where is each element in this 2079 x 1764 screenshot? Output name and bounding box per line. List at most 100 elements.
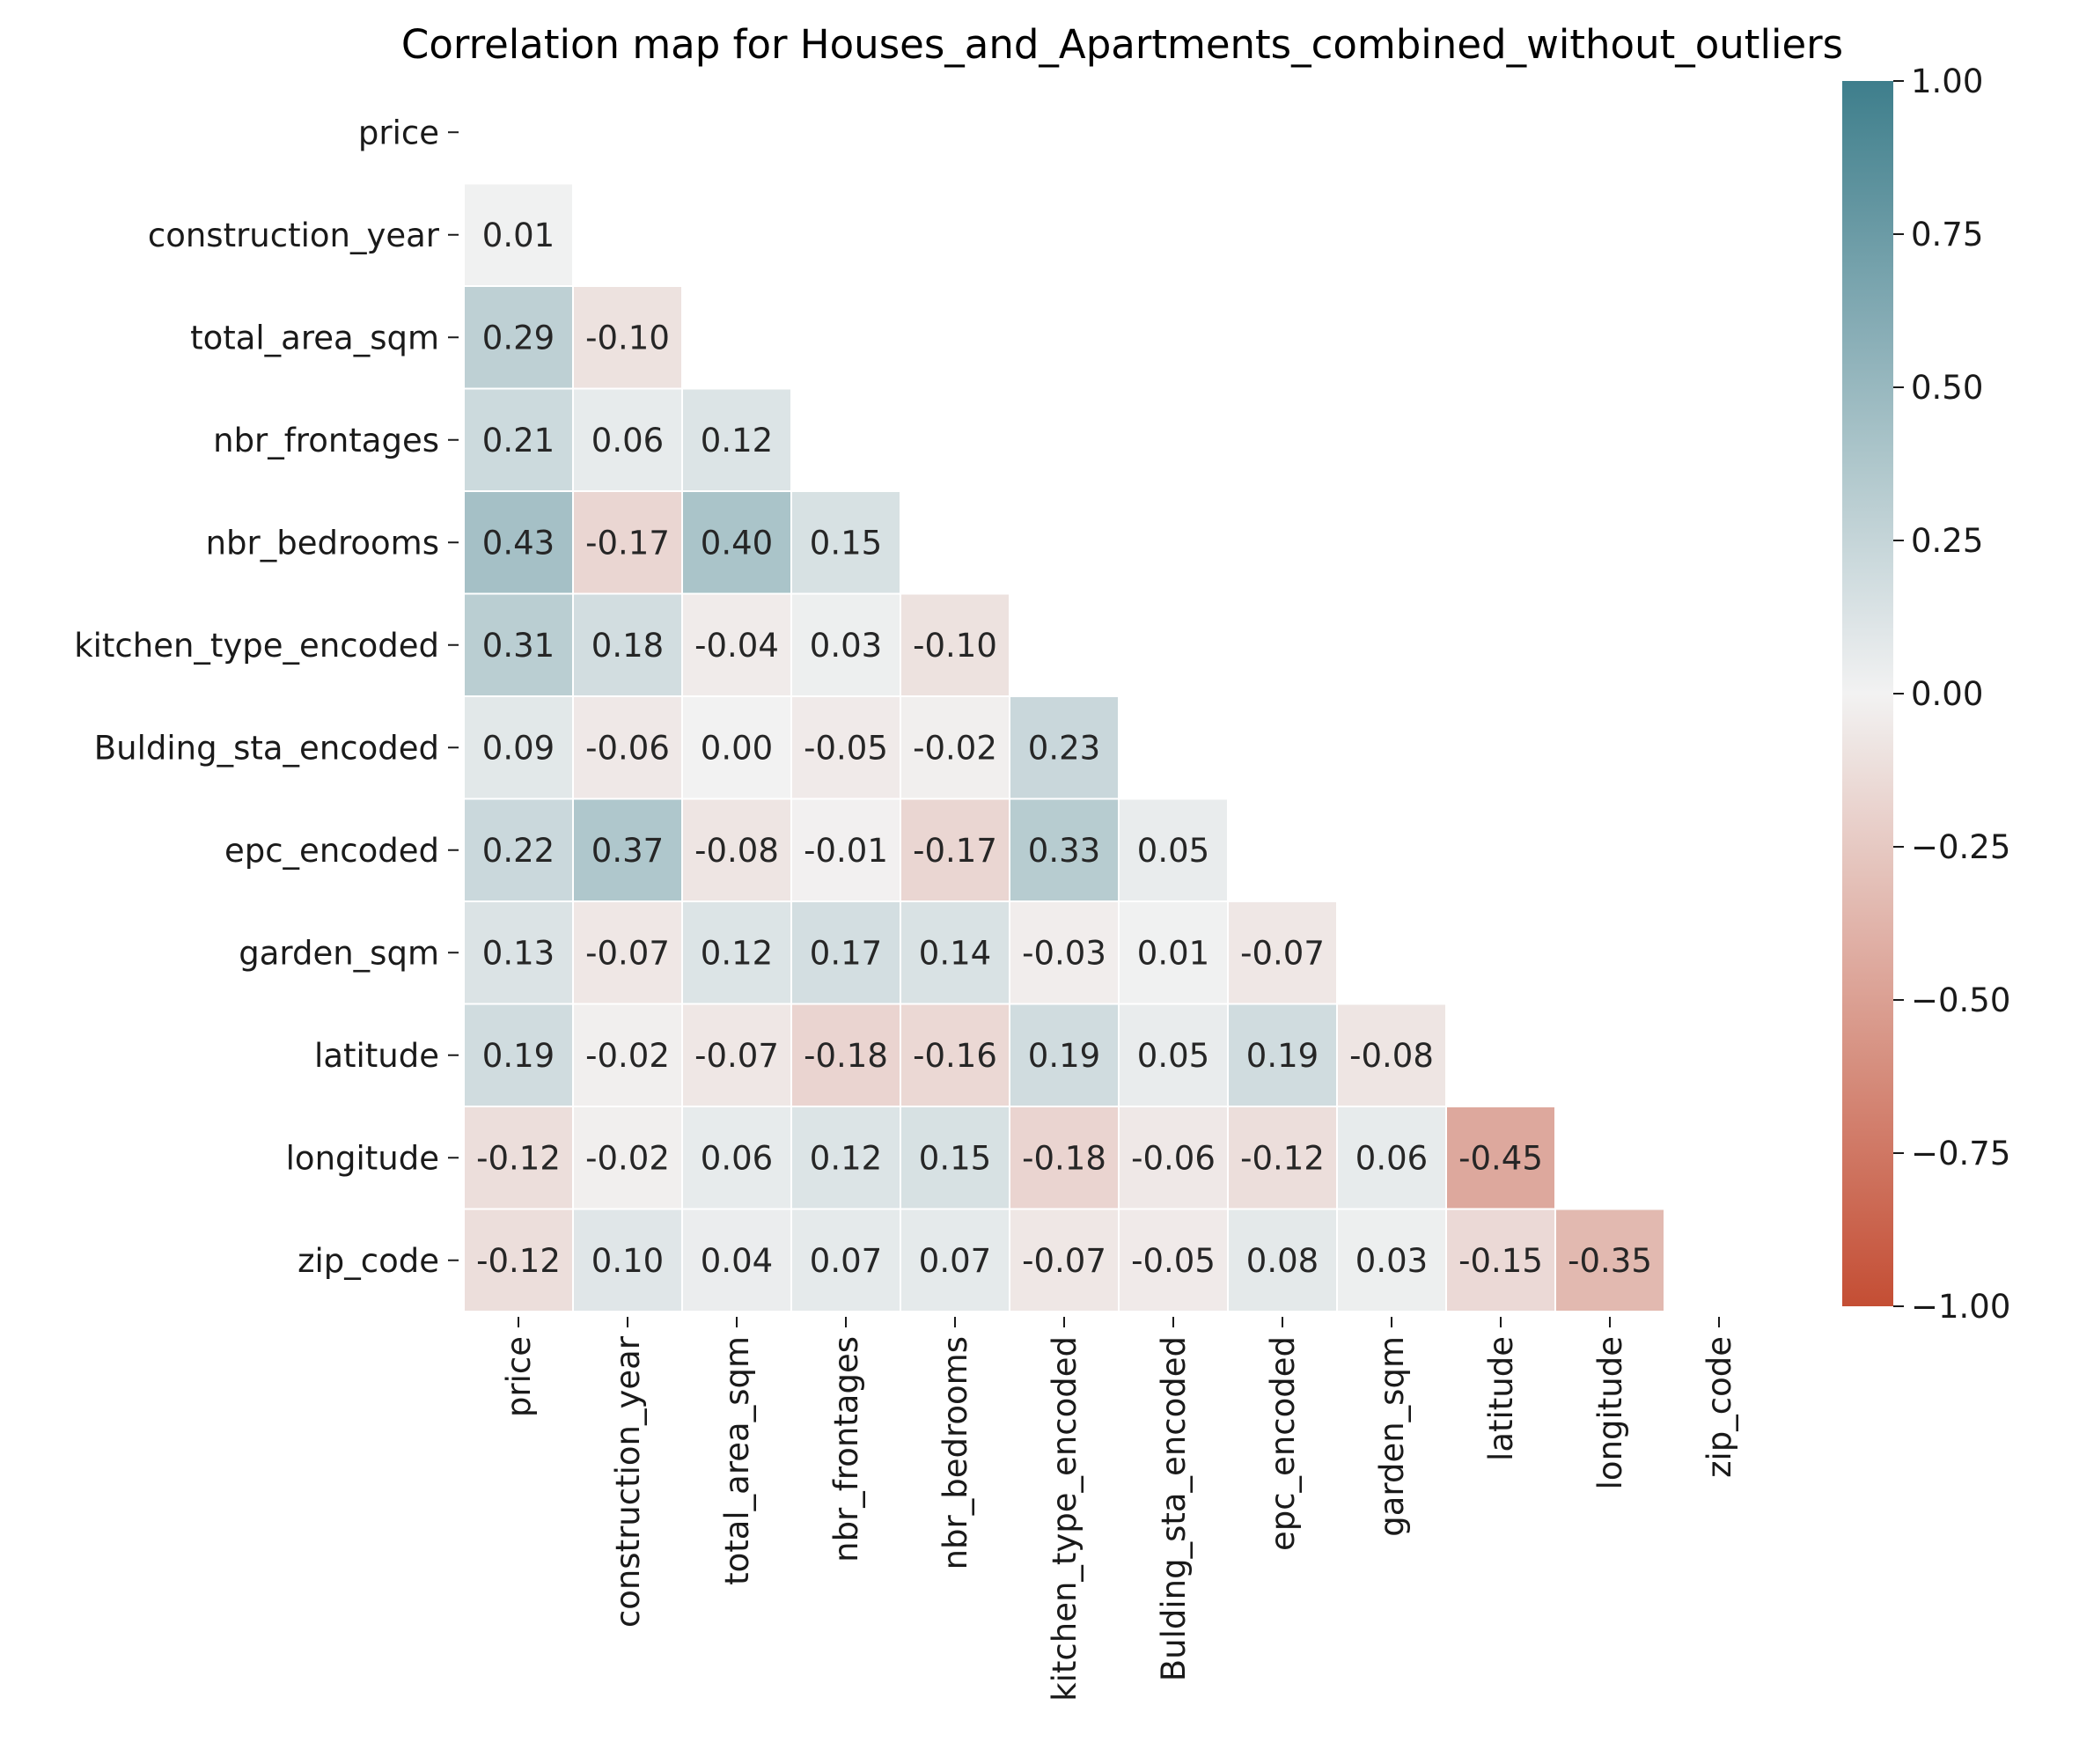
cell-value-label: 0.37 (591, 832, 664, 870)
cell-value-label: -0.06 (1131, 1139, 1216, 1177)
heatmap-cell-zip_code-price (463, 1208, 574, 1312)
cell-value-label: -0.02 (585, 1139, 670, 1177)
y-tick-label-zip_code: zip_code (298, 1242, 439, 1280)
cell-value-label: 0.23 (1028, 729, 1100, 767)
x-tick-label-kitchen_type_encoded: kitchen_type_encoded (1046, 1336, 1084, 1702)
cell-value-label: 0.18 (591, 627, 664, 665)
heatmap-cell-garden_sqm-epc_encoded (1227, 900, 1338, 1005)
cell-value-label: -0.17 (585, 524, 670, 562)
cell-value-label: 0.12 (701, 422, 773, 459)
x-tick-label-nbr_bedrooms: nbr_bedrooms (937, 1336, 974, 1569)
cell-value-label: 0.01 (482, 217, 555, 254)
x-tick-label-latitude: latitude (1482, 1336, 1520, 1461)
cell-value-label: -0.06 (585, 729, 670, 767)
cell-value-label: 0.07 (810, 1242, 882, 1280)
cell-value-label: -0.10 (585, 319, 670, 356)
heatmap-cell-garden_sqm-total_area_sqm (681, 900, 792, 1005)
cell-value-label: 0.05 (1137, 1037, 1209, 1075)
cell-value-label: 0.19 (1246, 1037, 1319, 1075)
cell-value-label: 0.12 (810, 1139, 882, 1177)
colorbar-tick-label: 0.50 (1911, 369, 1983, 407)
x-tick-label-epc_encoded: epc_encoded (1264, 1336, 1302, 1551)
heatmap-cell-longitude-kitchen_type_encoded (1009, 1106, 1120, 1210)
cell-value-label: -0.01 (804, 832, 888, 870)
cell-value-label: 0.09 (482, 729, 555, 767)
heatmap-cell-Bulding_sta_encoded-nbr_frontages (790, 695, 901, 800)
cell-value-label: 0.43 (482, 524, 555, 562)
cell-value-label: -0.12 (1240, 1139, 1325, 1177)
cell-value-label: -0.05 (1131, 1242, 1216, 1280)
colorbar-tick-label: −0.25 (1911, 828, 2010, 866)
heatmap-cell-kitchen_type_encoded-construction_year (572, 592, 683, 697)
cell-value-label: -0.02 (913, 729, 997, 767)
heatmap-cell-latitude-Bulding_sta_encoded (1118, 1003, 1229, 1107)
cell-value-label: -0.15 (1458, 1242, 1543, 1280)
heatmap-cell-zip_code-Bulding_sta_encoded (1118, 1208, 1229, 1312)
cell-value-label: 0.13 (482, 934, 555, 972)
colorbar-tick-label: −0.50 (1911, 981, 2010, 1019)
cell-value-label: 0.21 (482, 422, 555, 459)
heatmap-cell-Bulding_sta_encoded-construction_year (572, 695, 683, 800)
cell-value-label: -0.12 (476, 1139, 561, 1177)
x-tick-label-price: price (500, 1336, 538, 1417)
heatmap-cells: 0.01 0.29 -0.10 0.21 0.06 0.12 0.43 -0.17 0.40 0.… (463, 182, 1665, 1312)
x-tick-label-garden_sqm: garden_sqm (1373, 1336, 1411, 1537)
heatmap-cell-Bulding_sta_encoded-total_area_sqm (681, 695, 792, 800)
heatmap-cell-epc_encoded-construction_year (572, 797, 683, 902)
chart-title: Correlation map for Houses_and_Apartment… (401, 21, 1843, 68)
cell-value-label: 0.33 (1028, 832, 1100, 870)
cell-value-label: -0.05 (804, 729, 888, 767)
heatmap-cell-zip_code-construction_year (572, 1208, 683, 1312)
heatmap-cell-longitude-latitude (1445, 1106, 1556, 1210)
y-tick-label-nbr_frontages: nbr_frontages (213, 422, 439, 459)
heatmap-cell-total_area_sqm-price (463, 285, 574, 390)
heatmap-cell-longitude-nbr_bedrooms (900, 1106, 1010, 1210)
y-tick-label-total_area_sqm: total_area_sqm (190, 319, 439, 356)
cell-value-label: 0.06 (701, 1139, 773, 1177)
heatmap-cell-epc_encoded-price (463, 797, 574, 902)
heatmap-cell-epc_encoded-nbr_frontages (790, 797, 901, 902)
heatmap-cell-zip_code-nbr_bedrooms (900, 1208, 1010, 1312)
heatmap-cell-nbr_frontages-total_area_sqm (681, 387, 792, 492)
cell-value-label: -0.18 (1022, 1139, 1106, 1177)
heatmap-cell-Bulding_sta_encoded-price (463, 695, 574, 800)
heatmap-cell-zip_code-garden_sqm (1336, 1208, 1447, 1312)
heatmap-cell-total_area_sqm-construction_year (572, 285, 683, 390)
colorbar: 1.00 0.75 0.50 0.25 0.00 −0.25 −0.50 −0.75 −1.00 (1842, 62, 2010, 1326)
y-tick-label-latitude: latitude (314, 1037, 439, 1075)
heatmap-cell-latitude-total_area_sqm (681, 1003, 792, 1107)
y-tick-label-garden_sqm: garden_sqm (239, 934, 439, 972)
cell-value-label: 0.15 (919, 1139, 991, 1177)
heatmap-cell-latitude-nbr_frontages (790, 1003, 901, 1107)
cell-value-label: 0.03 (810, 627, 882, 665)
cell-value-label: -0.07 (694, 1037, 779, 1075)
cell-value-label: 0.12 (701, 934, 773, 972)
y-tick-label-nbr_bedrooms: nbr_bedrooms (206, 524, 439, 562)
heatmap-cell-Bulding_sta_encoded-nbr_bedrooms (900, 695, 1010, 800)
cell-value-label: -0.17 (913, 832, 997, 870)
heatmap-cell-epc_encoded-Bulding_sta_encoded (1118, 797, 1229, 902)
heatmap-cell-latitude-kitchen_type_encoded (1009, 1003, 1120, 1107)
cell-value-label: 0.04 (701, 1242, 773, 1280)
heatmap-cell-longitude-total_area_sqm (681, 1106, 792, 1210)
heatmap-cell-latitude-price (463, 1003, 574, 1107)
colorbar-tick-label: 1.00 (1911, 62, 1983, 100)
x-tick-label-total_area_sqm: total_area_sqm (718, 1336, 756, 1585)
cell-value-label: -0.16 (913, 1037, 997, 1075)
x-tick-label-construction_year: construction_year (609, 1335, 647, 1628)
heatmap-cell-zip_code-longitude (1554, 1208, 1665, 1312)
y-tick-label-construction_year: construction_year (148, 217, 440, 254)
cell-value-label: 0.40 (701, 524, 773, 562)
colorbar-gradient (1842, 81, 1893, 1306)
cell-value-label: 0.07 (919, 1242, 991, 1280)
colorbar-tick-label: 0.00 (1911, 675, 1983, 713)
heatmap-cell-latitude-garden_sqm (1336, 1003, 1447, 1107)
cell-value-label: 0.01 (1137, 934, 1209, 972)
cell-value-label: -0.35 (1568, 1242, 1652, 1280)
cell-value-label: 0.29 (482, 319, 555, 356)
cell-value-label: 0.06 (1355, 1139, 1428, 1177)
cell-value-label: 0.17 (810, 934, 882, 972)
x-tick-label-nbr_frontages: nbr_frontages (827, 1336, 865, 1562)
cell-value-label: 0.14 (919, 934, 991, 972)
